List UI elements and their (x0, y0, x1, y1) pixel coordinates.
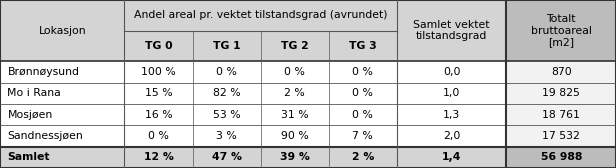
Bar (506, 125, 616, 147)
Bar (506, 104, 616, 125)
Text: 1,4: 1,4 (442, 152, 461, 162)
Bar (124, 0, 397, 31)
Text: 0 %: 0 % (352, 67, 373, 77)
Text: 0 %: 0 % (148, 131, 169, 141)
Bar (506, 147, 616, 168)
Text: 2 %: 2 % (285, 88, 305, 98)
Bar (0, 0, 124, 61)
Text: 0 %: 0 % (352, 110, 373, 120)
Text: TG 3: TG 3 (349, 41, 376, 51)
Bar (506, 125, 616, 147)
Text: 53 %: 53 % (213, 110, 240, 120)
Bar (124, 147, 193, 168)
Bar (261, 61, 329, 83)
Text: 12 %: 12 % (144, 152, 173, 162)
Text: Mo i Rana: Mo i Rana (7, 88, 61, 98)
Bar (397, 125, 506, 147)
Text: Samlet vektet
tilstandsgrad: Samlet vektet tilstandsgrad (413, 20, 490, 41)
Text: 100 %: 100 % (141, 67, 176, 77)
Text: 47 %: 47 % (211, 152, 241, 162)
Bar (193, 31, 261, 61)
Bar (261, 125, 329, 147)
Text: 16 %: 16 % (145, 110, 172, 120)
Bar (329, 125, 397, 147)
Text: 7 %: 7 % (352, 131, 373, 141)
Bar (193, 125, 261, 147)
Text: 870: 870 (551, 67, 572, 77)
Bar (397, 0, 506, 61)
Bar (329, 147, 397, 168)
Text: Lokasjon: Lokasjon (38, 26, 86, 36)
Text: 56 988: 56 988 (540, 152, 582, 162)
Bar (0, 61, 124, 83)
Bar (506, 61, 616, 83)
Bar (506, 83, 616, 104)
Bar (193, 104, 261, 125)
Text: 1,0: 1,0 (443, 88, 460, 98)
Text: Samlet: Samlet (7, 152, 50, 162)
Text: TG 1: TG 1 (213, 41, 240, 51)
Text: 0 %: 0 % (284, 67, 305, 77)
Text: 82 %: 82 % (213, 88, 240, 98)
Text: Totalt
bruttoareal
[m2]: Totalt bruttoareal [m2] (531, 14, 591, 47)
Text: 18 761: 18 761 (542, 110, 580, 120)
Bar (0, 147, 124, 168)
Bar (329, 61, 397, 83)
Bar (329, 31, 397, 61)
Text: 17 532: 17 532 (542, 131, 580, 141)
Text: Sandnessjøen: Sandnessjøen (7, 131, 83, 141)
Text: 0 %: 0 % (352, 88, 373, 98)
Bar (193, 147, 261, 168)
Bar (124, 61, 193, 83)
Bar (193, 83, 261, 104)
Bar (506, 83, 616, 104)
Bar (124, 125, 193, 147)
Bar (506, 104, 616, 125)
Text: 39 %: 39 % (280, 152, 310, 162)
Bar (261, 83, 329, 104)
Bar (261, 104, 329, 125)
Text: Mosjøen: Mosjøen (7, 110, 52, 120)
Text: TG 2: TG 2 (281, 41, 309, 51)
Bar (124, 104, 193, 125)
Text: 0,0: 0,0 (443, 67, 460, 77)
Bar (397, 147, 506, 168)
Bar (261, 147, 329, 168)
Bar (261, 31, 329, 61)
Bar (329, 104, 397, 125)
Bar (0, 125, 124, 147)
Bar (397, 83, 506, 104)
Text: 2 %: 2 % (352, 152, 374, 162)
Text: 1,3: 1,3 (443, 110, 460, 120)
Bar (329, 83, 397, 104)
Text: 15 %: 15 % (145, 88, 172, 98)
Text: 19 825: 19 825 (542, 88, 580, 98)
Bar (397, 61, 506, 83)
Bar (124, 83, 193, 104)
Bar (506, 0, 616, 61)
Text: 0 %: 0 % (216, 67, 237, 77)
Bar (124, 31, 193, 61)
Bar (0, 83, 124, 104)
Text: 31 %: 31 % (281, 110, 309, 120)
Text: TG 0: TG 0 (145, 41, 172, 51)
Text: 90 %: 90 % (281, 131, 309, 141)
Bar (193, 61, 261, 83)
Bar (506, 61, 616, 83)
Text: 3 %: 3 % (216, 131, 237, 141)
Text: 2,0: 2,0 (443, 131, 460, 141)
Text: Brønnøysund: Brønnøysund (7, 67, 79, 77)
Bar (397, 104, 506, 125)
Text: Andel areal pr. vektet tilstandsgrad (avrundet): Andel areal pr. vektet tilstandsgrad (av… (134, 10, 387, 20)
Bar (0, 104, 124, 125)
